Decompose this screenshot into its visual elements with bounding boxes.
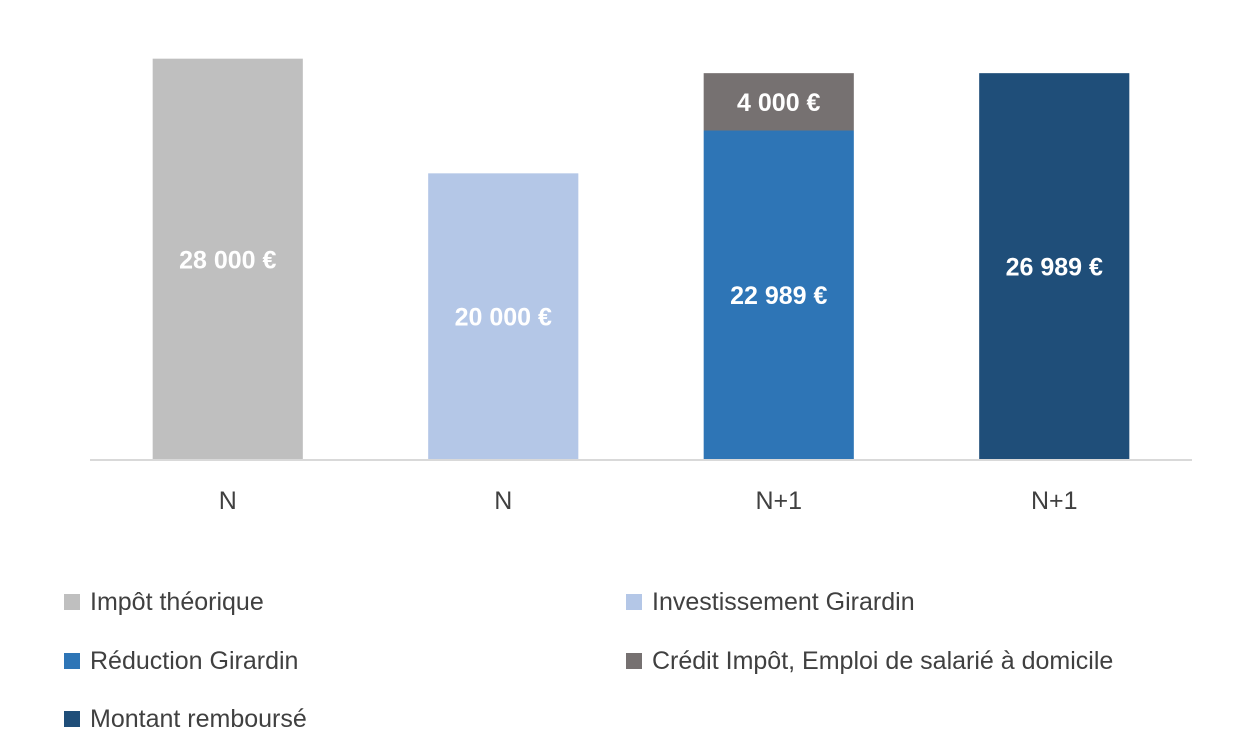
bars-group: 28 000 € 20 000 € 22 989 € 4 000 € 26 989 € xyxy=(152,58,1130,461)
bar-segment xyxy=(152,58,303,461)
data-label: 28 000 € xyxy=(179,246,276,274)
data-label: 26 989 € xyxy=(1006,254,1103,282)
bar-segment xyxy=(428,173,579,461)
x-tick-label: N xyxy=(494,487,512,515)
data-label: 22 989 € xyxy=(730,282,827,310)
x-tick-labels: N N N+1 N+1 xyxy=(219,487,1078,515)
data-label: 4 000 € xyxy=(737,89,821,117)
x-tick-label: N+1 xyxy=(755,487,802,515)
bar-segment xyxy=(703,130,854,460)
x-tick-label: N xyxy=(219,487,237,515)
x-tick-label: N+1 xyxy=(1031,487,1078,515)
data-label: 20 000 € xyxy=(455,304,552,332)
bar-segment xyxy=(703,73,854,131)
bar-segment xyxy=(979,73,1130,461)
